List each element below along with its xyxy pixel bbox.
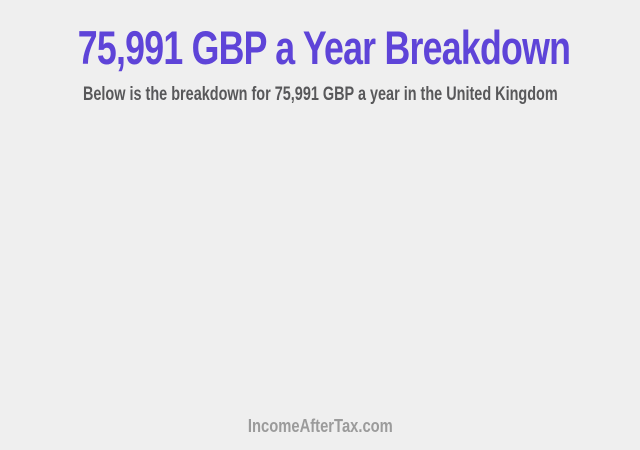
page-subtitle: Below is the breakdown for 75,991 GBP a … [82, 84, 558, 105]
footer: IncomeAfterTax.com [0, 417, 640, 437]
page-title: 75,991 GBP a Year Breakdown [77, 21, 571, 74]
empty-content-area [0, 120, 640, 400]
footer-brand-watermark: IncomeAfterTax.com [247, 416, 393, 436]
page-subtitle-row: Below is the breakdown for 75,991 GBP a … [0, 71, 640, 105]
